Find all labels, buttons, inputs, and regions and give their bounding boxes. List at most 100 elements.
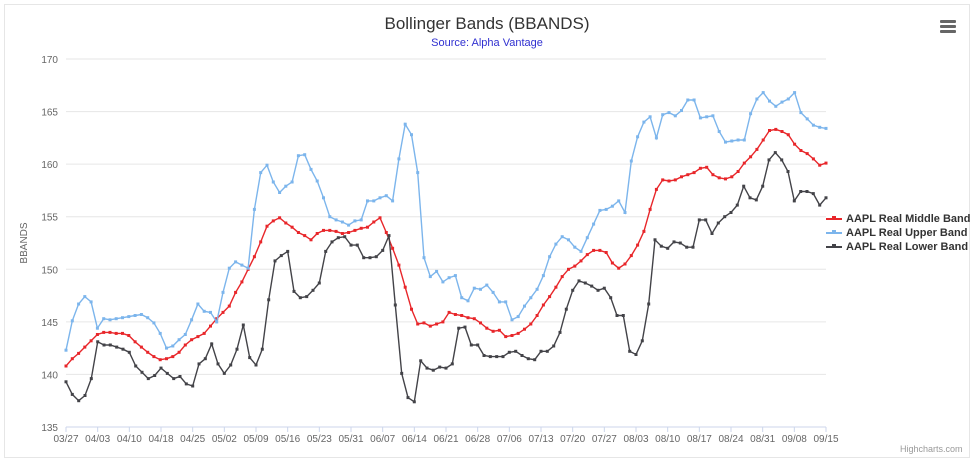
data-point [497,300,501,304]
data-point [767,158,771,162]
series-line [65,91,827,351]
data-point [303,234,307,238]
data-point [372,220,376,224]
data-point [422,321,426,325]
data-point [296,154,300,158]
data-point [447,276,451,280]
data-point [805,117,809,121]
data-point [121,331,124,335]
x-tick-label: 05/02 [212,434,237,445]
data-point [640,339,644,343]
data-point [691,245,695,249]
data-point [227,266,231,270]
data-point [146,377,150,381]
data-point [780,158,784,162]
data-point [190,338,194,342]
data-point [400,371,404,375]
hamburger-icon[interactable] [940,20,956,34]
data-point [768,129,771,132]
data-point [391,199,395,203]
data-point [387,234,391,238]
source-link[interactable]: Source: Alpha Vantage [431,37,543,49]
data-point [177,338,181,342]
data-point [384,194,388,198]
data-point [504,335,508,339]
data-point [171,344,175,348]
data-point [121,347,125,351]
data-point [453,313,457,316]
data-point [774,104,778,108]
data-point [698,166,702,170]
data-point [692,98,696,102]
data-point [183,333,187,336]
data-point [678,241,682,245]
data-point [152,321,156,325]
data-point [523,327,526,331]
data-point [114,331,118,335]
data-point [133,340,137,344]
data-point [567,238,570,242]
data-point [805,190,809,193]
data-point [774,127,778,131]
data-point [730,175,734,179]
data-point [278,216,282,220]
data-point [108,330,112,334]
chart-frame [4,4,970,458]
legend-item[interactable]: AAPL Real Lower Band [826,240,970,254]
data-point [393,303,397,307]
credits[interactable]: Highcharts.com [900,444,963,454]
x-tick-label: 05/23 [307,434,332,445]
data-point [535,287,539,291]
data-point [102,317,106,321]
data-point [818,125,822,129]
data-point [397,157,401,161]
data-point [77,302,81,306]
data-point [780,100,784,104]
legend-item[interactable]: AAPL Real Upper Band [826,226,970,240]
data-point [134,364,138,368]
data-point [328,215,332,219]
data-point [438,365,442,369]
data-point [717,130,721,133]
data-point [347,223,351,227]
data-point [265,224,269,228]
data-point [64,380,68,384]
data-point [642,120,646,124]
data-point [412,400,416,404]
data-point [428,275,432,279]
x-tick-label: 04/18 [148,434,173,445]
data-point [545,349,549,353]
data-point [598,208,602,212]
data-point [184,382,188,386]
data-point [146,316,150,320]
data-point [735,203,739,207]
data-point [472,317,476,321]
legend-marker-icon [826,215,842,223]
data-point [680,175,683,179]
data-point [469,343,473,347]
legend-item[interactable]: AAPL Real Middle Band [826,212,970,226]
data-point [818,203,822,207]
data-point [235,347,239,351]
data-point [648,207,652,211]
data-point [305,295,309,299]
data-point [615,314,619,317]
data-point [654,136,658,140]
data-point [284,221,288,225]
data-point [381,248,385,252]
data-point [811,192,815,196]
data-point [146,350,150,354]
data-point [799,190,803,193]
data-point [196,335,200,339]
legend-marker-icon [826,243,842,251]
x-tick-label: 06/21 [433,434,458,445]
data-point [278,191,282,194]
data-point [799,149,803,152]
data-point [516,315,520,319]
data-point [495,355,499,359]
data-point [216,362,220,366]
data-point [260,347,264,351]
data-point [497,328,501,332]
x-tick-label: 06/07 [370,434,395,445]
x-tick-label: 04/03 [85,434,110,445]
